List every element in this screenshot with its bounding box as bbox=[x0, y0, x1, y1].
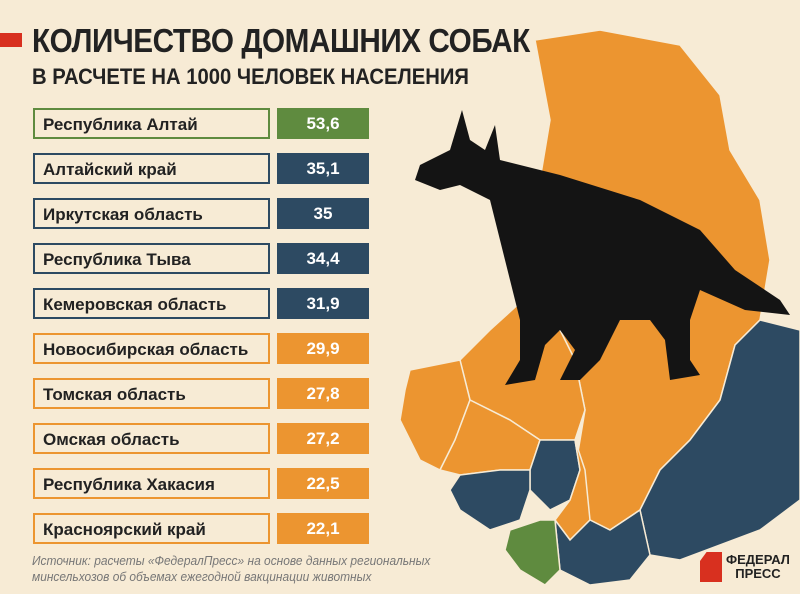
region-value: 22,5 bbox=[277, 468, 369, 499]
table-row: Омская область 27,2 bbox=[33, 423, 369, 454]
table-row: Республика Хакасия 22,5 bbox=[33, 468, 369, 499]
region-value: 35 bbox=[277, 198, 369, 229]
region-name: Красноярский край bbox=[33, 513, 270, 544]
federalpress-logo: ФЕДЕРАЛ ПРЕСС bbox=[700, 552, 790, 582]
table-row: Алтайский край 35,1 bbox=[33, 153, 369, 184]
logo-mark-icon bbox=[700, 552, 722, 582]
region-name: Республика Хакасия bbox=[33, 468, 270, 499]
table-row: Иркутская область 35 bbox=[33, 198, 369, 229]
page-subtitle: В РАСЧЕТЕ НА 1000 ЧЕЛОВЕК НАСЕЛЕНИЯ bbox=[32, 64, 469, 89]
page-title: КОЛИЧЕСТВО ДОМАШНИХ СОБАК bbox=[32, 22, 530, 59]
source-note: Источник: расчеты «ФедералПресс» на осно… bbox=[32, 553, 430, 585]
table-row: Республика Тыва 34,4 bbox=[33, 243, 369, 274]
logo-text-2: ПРЕСС bbox=[735, 566, 781, 581]
region-value: 35,1 bbox=[277, 153, 369, 184]
logo-text-1: ФЕДЕРАЛ bbox=[726, 552, 790, 567]
region-value: 22,1 bbox=[277, 513, 369, 544]
source-line-1: Источник: расчеты «ФедералПресс» на осно… bbox=[32, 553, 431, 568]
dog-silhouette bbox=[415, 110, 790, 385]
region-name: Иркутская область bbox=[33, 198, 270, 229]
table-row: Республика Алтай 53,6 bbox=[33, 108, 369, 139]
table-row: Томская область 27,8 bbox=[33, 378, 369, 409]
region-value: 27,8 bbox=[277, 378, 369, 409]
region-value: 53,6 bbox=[277, 108, 369, 139]
table-row: Новосибирская область 29,9 bbox=[33, 333, 369, 364]
region-name: Республика Алтай bbox=[33, 108, 270, 139]
region-name: Томская область bbox=[33, 378, 270, 409]
table-row: Кемеровская область 31,9 bbox=[33, 288, 369, 319]
region-name: Кемеровская область bbox=[33, 288, 270, 319]
region-value: 31,9 bbox=[277, 288, 369, 319]
map-region-altai-krai bbox=[449, 469, 531, 531]
source-line-2: минсельхозов об объемах ежегодной вакцин… bbox=[32, 569, 372, 584]
region-name: Алтайский край bbox=[33, 153, 270, 184]
table-row: Красноярский край 22,1 bbox=[33, 513, 369, 544]
map-region-altai-republic bbox=[504, 519, 561, 586]
region-value: 27,2 bbox=[277, 423, 369, 454]
region-value: 29,9 bbox=[277, 333, 369, 364]
region-name: Республика Тыва bbox=[33, 243, 270, 274]
region-name: Новосибирская область bbox=[33, 333, 270, 364]
region-name: Омская область bbox=[33, 423, 270, 454]
title-marker bbox=[0, 33, 22, 47]
map-region-tyva bbox=[553, 508, 651, 586]
region-value: 34,4 bbox=[277, 243, 369, 274]
